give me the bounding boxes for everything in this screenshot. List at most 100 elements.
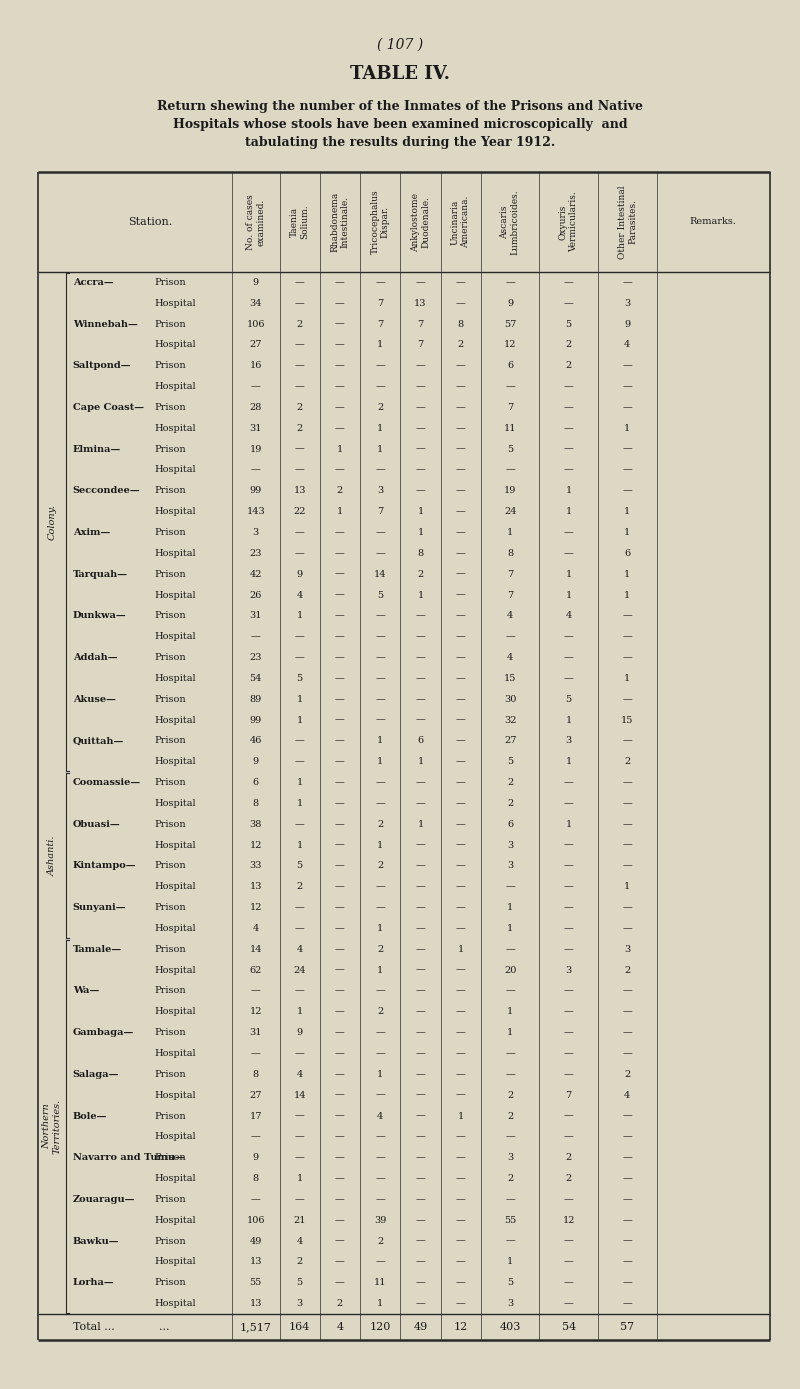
Text: Hospitals whose stools have been examined microscopically  and: Hospitals whose stools have been examine… <box>173 118 627 131</box>
Text: 2: 2 <box>297 319 303 329</box>
Text: 39: 39 <box>374 1215 386 1225</box>
Text: —: — <box>415 1278 426 1288</box>
Text: —: — <box>564 882 574 892</box>
Text: 2: 2 <box>337 486 343 496</box>
Text: —: — <box>415 1049 426 1058</box>
Text: 1: 1 <box>458 1111 464 1121</box>
Text: —: — <box>335 694 345 704</box>
Text: 19: 19 <box>504 486 516 496</box>
Text: 1: 1 <box>377 965 383 975</box>
Text: Hospital: Hospital <box>154 1132 196 1142</box>
Text: Hospital: Hospital <box>154 965 196 975</box>
Text: —: — <box>564 403 574 413</box>
Text: —: — <box>335 757 345 767</box>
Text: 17: 17 <box>250 1111 262 1121</box>
Text: 12: 12 <box>250 840 262 850</box>
Text: 2: 2 <box>624 965 630 975</box>
Text: —: — <box>335 1090 345 1100</box>
Text: —: — <box>335 382 345 392</box>
Text: —: — <box>335 1049 345 1058</box>
Text: 42: 42 <box>250 569 262 579</box>
Text: Hospital: Hospital <box>154 549 196 558</box>
Text: 2: 2 <box>297 424 303 433</box>
Text: 31: 31 <box>250 424 262 433</box>
Text: 1: 1 <box>458 945 464 954</box>
Text: —: — <box>415 799 426 808</box>
Text: 24: 24 <box>294 965 306 975</box>
Text: Hospital: Hospital <box>154 924 196 933</box>
Text: —: — <box>564 1132 574 1142</box>
Text: 106: 106 <box>246 319 265 329</box>
Text: Hospital: Hospital <box>154 1007 196 1017</box>
Text: 1: 1 <box>297 840 303 850</box>
Text: —: — <box>335 278 345 288</box>
Text: 1: 1 <box>297 715 303 725</box>
Text: 13: 13 <box>294 486 306 496</box>
Text: 1: 1 <box>624 590 630 600</box>
Text: 26: 26 <box>250 590 262 600</box>
Text: 27: 27 <box>250 340 262 350</box>
Text: —: — <box>415 403 426 413</box>
Text: 8: 8 <box>507 549 514 558</box>
Text: 8: 8 <box>253 1070 259 1079</box>
Text: —: — <box>335 1195 345 1204</box>
Text: 23: 23 <box>250 549 262 558</box>
Text: 13: 13 <box>250 1299 262 1308</box>
Text: 16: 16 <box>250 361 262 371</box>
Text: —: — <box>295 465 305 475</box>
Text: —: — <box>295 736 305 746</box>
Text: —: — <box>415 1299 426 1308</box>
Text: —: — <box>415 1257 426 1267</box>
Text: —: — <box>622 1153 632 1163</box>
Text: Hospital: Hospital <box>154 1090 196 1100</box>
Text: Prison: Prison <box>154 694 186 704</box>
Text: Hospital: Hospital <box>154 882 196 892</box>
Text: 403: 403 <box>499 1322 521 1332</box>
Text: —: — <box>251 1195 261 1204</box>
Text: 2: 2 <box>507 1090 514 1100</box>
Text: —: — <box>456 465 466 475</box>
Text: —: — <box>564 924 574 933</box>
Text: 6: 6 <box>507 820 514 829</box>
Text: Rhabdonema
Intestinale.: Rhabdonema Intestinale. <box>330 192 350 253</box>
Text: 6: 6 <box>418 736 423 746</box>
Text: Taenia
Solium.: Taenia Solium. <box>290 204 310 239</box>
Text: Kintampo—: Kintampo— <box>73 861 136 871</box>
Text: —: — <box>335 528 345 538</box>
Text: —: — <box>335 1153 345 1163</box>
Text: Seccondee—: Seccondee— <box>73 486 140 496</box>
Text: 11: 11 <box>504 424 516 433</box>
Text: 1,517: 1,517 <box>240 1322 272 1332</box>
Text: —: — <box>335 799 345 808</box>
Text: —: — <box>415 1236 426 1246</box>
Text: —: — <box>622 924 632 933</box>
Text: Hospital: Hospital <box>154 424 196 433</box>
Text: —: — <box>456 632 466 642</box>
Text: —: — <box>415 1007 426 1017</box>
Text: Coomassie—: Coomassie— <box>73 778 141 788</box>
Text: Zouaragu—: Zouaragu— <box>73 1195 135 1204</box>
Text: Hospital: Hospital <box>154 1049 196 1058</box>
Text: Gambaga—: Gambaga— <box>73 1028 134 1038</box>
Text: —: — <box>251 986 261 996</box>
Text: 1: 1 <box>418 590 423 600</box>
Text: —: — <box>456 528 466 538</box>
Text: —: — <box>564 1007 574 1017</box>
Text: —: — <box>295 1111 305 1121</box>
Text: —: — <box>375 986 385 996</box>
Text: 4: 4 <box>336 1322 343 1332</box>
Text: —: — <box>415 674 426 683</box>
Text: —: — <box>564 778 574 788</box>
Text: —: — <box>506 882 515 892</box>
Text: —: — <box>295 444 305 454</box>
Text: —: — <box>456 1278 466 1288</box>
Text: 1: 1 <box>297 694 303 704</box>
Text: 1: 1 <box>624 882 630 892</box>
Text: —: — <box>564 1111 574 1121</box>
Text: 2: 2 <box>377 1236 383 1246</box>
Text: —: — <box>375 1174 385 1183</box>
Text: —: — <box>335 340 345 350</box>
Text: —: — <box>622 486 632 496</box>
Text: 28: 28 <box>250 403 262 413</box>
Text: —: — <box>564 549 574 558</box>
